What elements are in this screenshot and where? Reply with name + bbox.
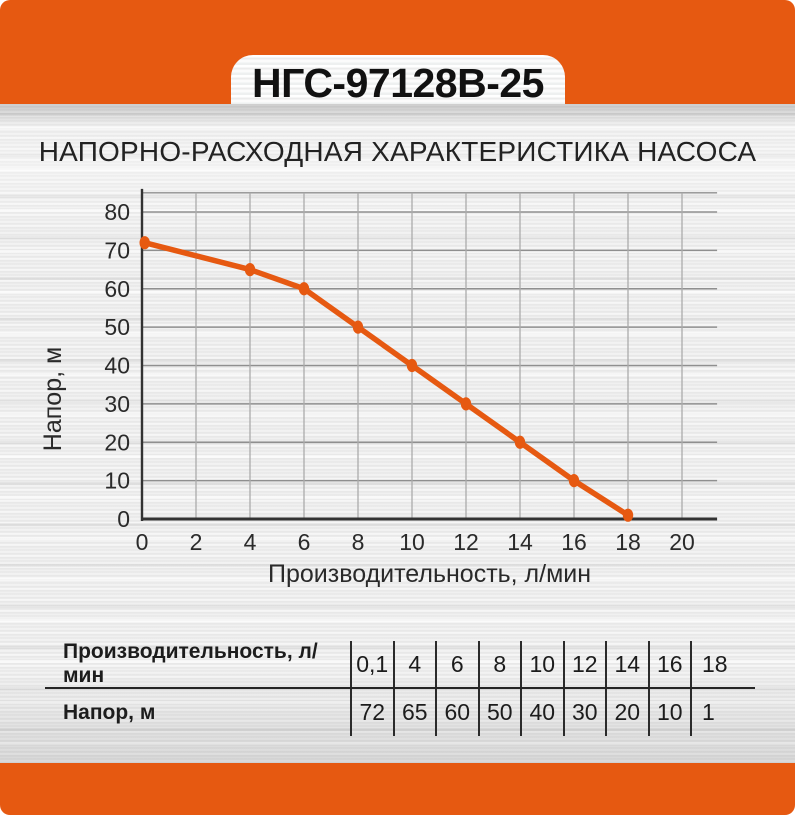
x-tick-label: 18	[615, 529, 641, 555]
table-cell: 0,1	[350, 641, 393, 687]
y-tick-label: 10	[104, 468, 130, 494]
y-axis-title: Напор, м	[39, 347, 67, 451]
table-row: Напор, м 72 65 60 50 40 30 20 10 1	[45, 687, 755, 736]
data-point	[352, 320, 364, 334]
y-tick-label: 80	[104, 199, 130, 225]
pump-curve-line	[141, 239, 631, 518]
data-point	[406, 358, 418, 373]
x-tick-label: 0	[136, 529, 149, 555]
table-cell: 60	[435, 689, 478, 736]
model-badge: НГС-97128В-25	[231, 55, 565, 106]
x-tick-label: 16	[561, 529, 587, 555]
bottom-orange-band	[0, 763, 795, 815]
page-title: НАПОРНО-РАСХОДНАЯ ХАРАКТЕРИСТИКА НАСОСА	[38, 136, 757, 167]
table-cell: 18	[690, 641, 755, 687]
table-cell: 4	[392, 641, 436, 687]
table-cell: 65	[392, 689, 436, 736]
row-label: Напор, м	[63, 700, 156, 724]
x-tick-label: 8	[352, 529, 365, 555]
data-point	[460, 397, 472, 411]
x-tick-label: 4	[244, 529, 257, 555]
y-tick-label: 40	[104, 353, 130, 379]
row-label: Производительность, л/мин	[63, 640, 318, 687]
x-tick-label: 6	[298, 529, 311, 555]
data-point	[139, 236, 150, 250]
x-tick-label: 2	[190, 529, 203, 555]
table-cell: 10	[647, 689, 691, 736]
x-tick-label: 20	[669, 529, 695, 555]
data-point	[244, 262, 256, 277]
table-cell: 14	[605, 641, 648, 687]
table-cell: 10	[520, 641, 563, 687]
x-axis-title: Производительность, л/мин	[268, 560, 591, 588]
table-cell: 12	[562, 641, 606, 687]
y-tick-label: 50	[104, 314, 130, 340]
y-tick-label: 0	[117, 506, 130, 532]
y-tick-label: 20	[104, 429, 130, 455]
table-cell: 40	[520, 689, 563, 736]
data-point	[298, 282, 310, 296]
table-cell: 50	[477, 689, 521, 736]
data-point	[622, 508, 634, 522]
y-tick-label: 30	[104, 391, 130, 417]
data-table: Производительность, л/мин 0,1 4 6 8 10 12 14 16 1…	[45, 640, 755, 736]
table-cell: 1	[690, 689, 755, 736]
table-cell: 20	[605, 689, 648, 736]
x-tick-label: 14	[507, 529, 533, 555]
x-tick-label: 10	[399, 529, 425, 555]
table-cell: 8	[477, 641, 521, 687]
table-row: Производительность, л/мин 0,1 4 6 8 10 12 14 16 1…	[45, 640, 755, 687]
table-cell: 16	[647, 641, 691, 687]
y-tick-label: 70	[104, 237, 130, 263]
data-point	[514, 435, 526, 449]
table-cell: 72	[350, 689, 393, 736]
table-cell: 6	[435, 641, 478, 687]
model-number: НГС-97128В-25	[252, 59, 544, 106]
metal-panel	[0, 104, 795, 763]
y-tick-label: 60	[104, 276, 130, 302]
pump-curve-chart: 0 10 20 30 40 50 60 70 80 0 2 4 6 8 10 12 14 16 18 20 Произв…	[0, 185, 795, 605]
x-tick-label: 12	[453, 529, 479, 555]
data-point	[568, 474, 580, 488]
table-cell: 30	[562, 689, 606, 736]
